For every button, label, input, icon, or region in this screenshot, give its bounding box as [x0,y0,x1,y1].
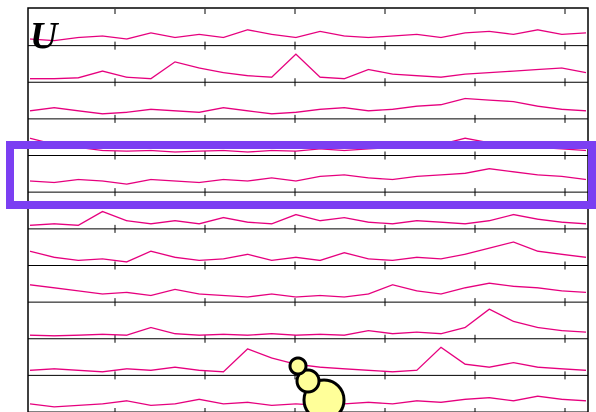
trace [29,282,587,298]
traces [28,9,588,412]
trace [30,53,587,80]
bubble-medium [295,368,321,394]
trace [29,308,587,337]
trace [29,210,587,226]
trace [29,241,587,263]
bubble [288,356,346,412]
bubble-small [288,356,308,376]
trace [29,29,587,42]
panel-label: U [30,15,60,57]
trace [29,346,587,373]
trace [29,97,587,115]
plot-frame [27,7,589,412]
trace [29,168,587,185]
highlight-box [6,141,596,209]
